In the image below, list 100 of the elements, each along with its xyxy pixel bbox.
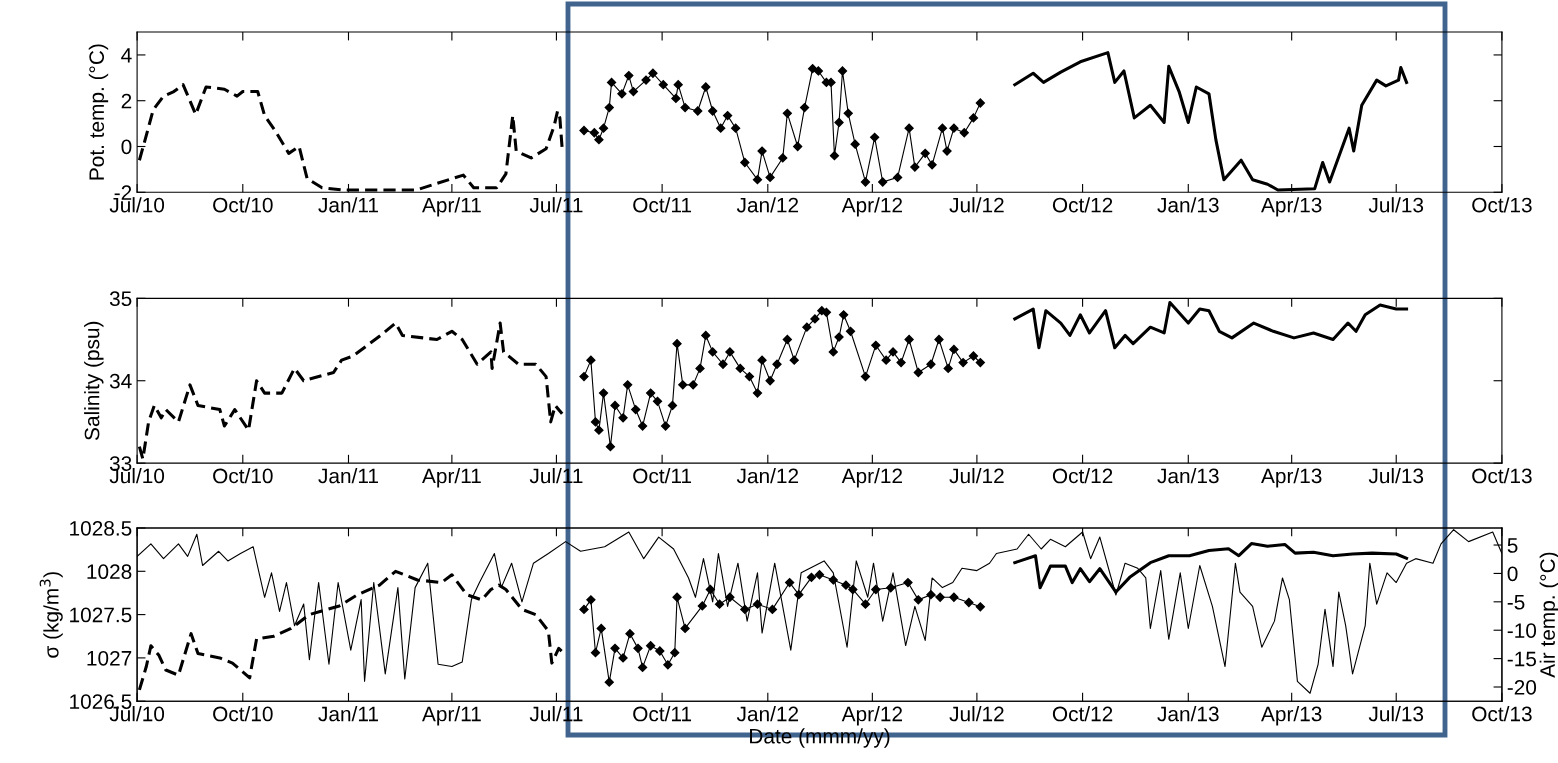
point (579, 371, 589, 382)
point (718, 359, 728, 369)
x-tick-label: Oct/10 (213, 197, 273, 213)
point (964, 597, 974, 608)
point (701, 330, 711, 341)
point (688, 380, 698, 390)
point (913, 367, 923, 378)
point (935, 592, 945, 602)
point (589, 128, 599, 138)
x-tick-label: Oct/13 (1472, 197, 1532, 213)
point (693, 106, 703, 116)
point (888, 347, 898, 357)
x-tick-label: Jan/11 (318, 468, 378, 484)
point (839, 310, 849, 320)
point (646, 641, 656, 651)
x-tick-label: Oct/11 (633, 468, 692, 484)
point (678, 380, 688, 390)
point (671, 93, 681, 104)
point (871, 340, 881, 350)
point (920, 148, 930, 158)
point (934, 334, 944, 345)
y-tick-label: 1027 (87, 650, 132, 666)
point (740, 157, 750, 168)
point (652, 396, 663, 406)
point (701, 82, 711, 92)
x-tick-label: Jan/11 (318, 197, 378, 213)
point (837, 66, 848, 76)
point (850, 139, 860, 149)
point (708, 347, 718, 357)
x-tick-label: Apr/13 (1261, 706, 1322, 726)
point (610, 400, 620, 411)
y-axis-title: Salinity (psu) (84, 321, 104, 440)
y-axis-title: Pot. temp. (°C) (88, 44, 109, 180)
point (829, 151, 840, 161)
x-tick-label: Jan/13 (1157, 706, 1219, 722)
x-tick-label: Oct/12 (1052, 468, 1113, 484)
point (975, 602, 985, 612)
point (708, 106, 718, 116)
point (860, 371, 871, 382)
point (937, 123, 948, 133)
x-tick-label: Apr/11 (422, 468, 481, 488)
point (596, 623, 606, 634)
x-tick-label: Jul/13 (1368, 706, 1424, 722)
point (624, 70, 634, 81)
point (663, 660, 673, 670)
point (604, 677, 614, 687)
point (968, 351, 979, 361)
point (586, 595, 596, 605)
point (841, 580, 851, 590)
point (752, 388, 763, 398)
point (714, 599, 725, 609)
x-tick-label: Jan/11 (318, 706, 378, 722)
point (590, 417, 601, 427)
point (744, 371, 755, 382)
point (660, 421, 671, 431)
y-axis-title: σ (kg/m$^{3}$) (39, 572, 63, 658)
y2-tick-label: 5 (1507, 538, 1518, 553)
y-tick-label: 35 (109, 291, 132, 307)
point (605, 442, 616, 452)
point (778, 153, 788, 163)
point (670, 648, 680, 658)
point (860, 177, 871, 187)
x-tick-label: Oct/13 (1472, 468, 1532, 484)
point (672, 339, 682, 349)
point (893, 172, 903, 183)
point (785, 577, 795, 588)
point (968, 113, 979, 123)
point (845, 326, 856, 336)
point (765, 376, 775, 386)
y-tick-label: 2 (121, 93, 132, 109)
point (631, 404, 641, 415)
y-tick-label: 1028.5 (70, 521, 132, 536)
point (579, 125, 589, 136)
x-tick-label: Apr/11 (422, 706, 481, 726)
point (782, 108, 792, 118)
point (949, 344, 959, 355)
x-tick-label: Apr/13 (1261, 197, 1322, 217)
point (767, 604, 778, 615)
point (772, 359, 782, 369)
x-tick-label: Apr/11 (422, 197, 481, 217)
point (610, 643, 620, 653)
point (904, 123, 914, 133)
x-tick-label: Jan/12 (736, 706, 799, 722)
point (594, 425, 604, 435)
point (789, 355, 799, 365)
y2-tick-label: 0 (1507, 566, 1518, 582)
x-tick-label: Jan/13 (1157, 197, 1219, 213)
point (881, 355, 891, 365)
point (793, 141, 803, 152)
point (878, 177, 888, 187)
point (757, 355, 767, 365)
point (695, 363, 705, 373)
point (896, 357, 906, 368)
x-tick-label: Jul/12 (949, 468, 1004, 484)
point (752, 599, 763, 609)
point (598, 123, 609, 133)
x-tick-label: Oct/12 (1052, 706, 1113, 722)
y-tick-label: 34 (109, 373, 132, 389)
point (975, 98, 985, 108)
point (648, 68, 658, 78)
